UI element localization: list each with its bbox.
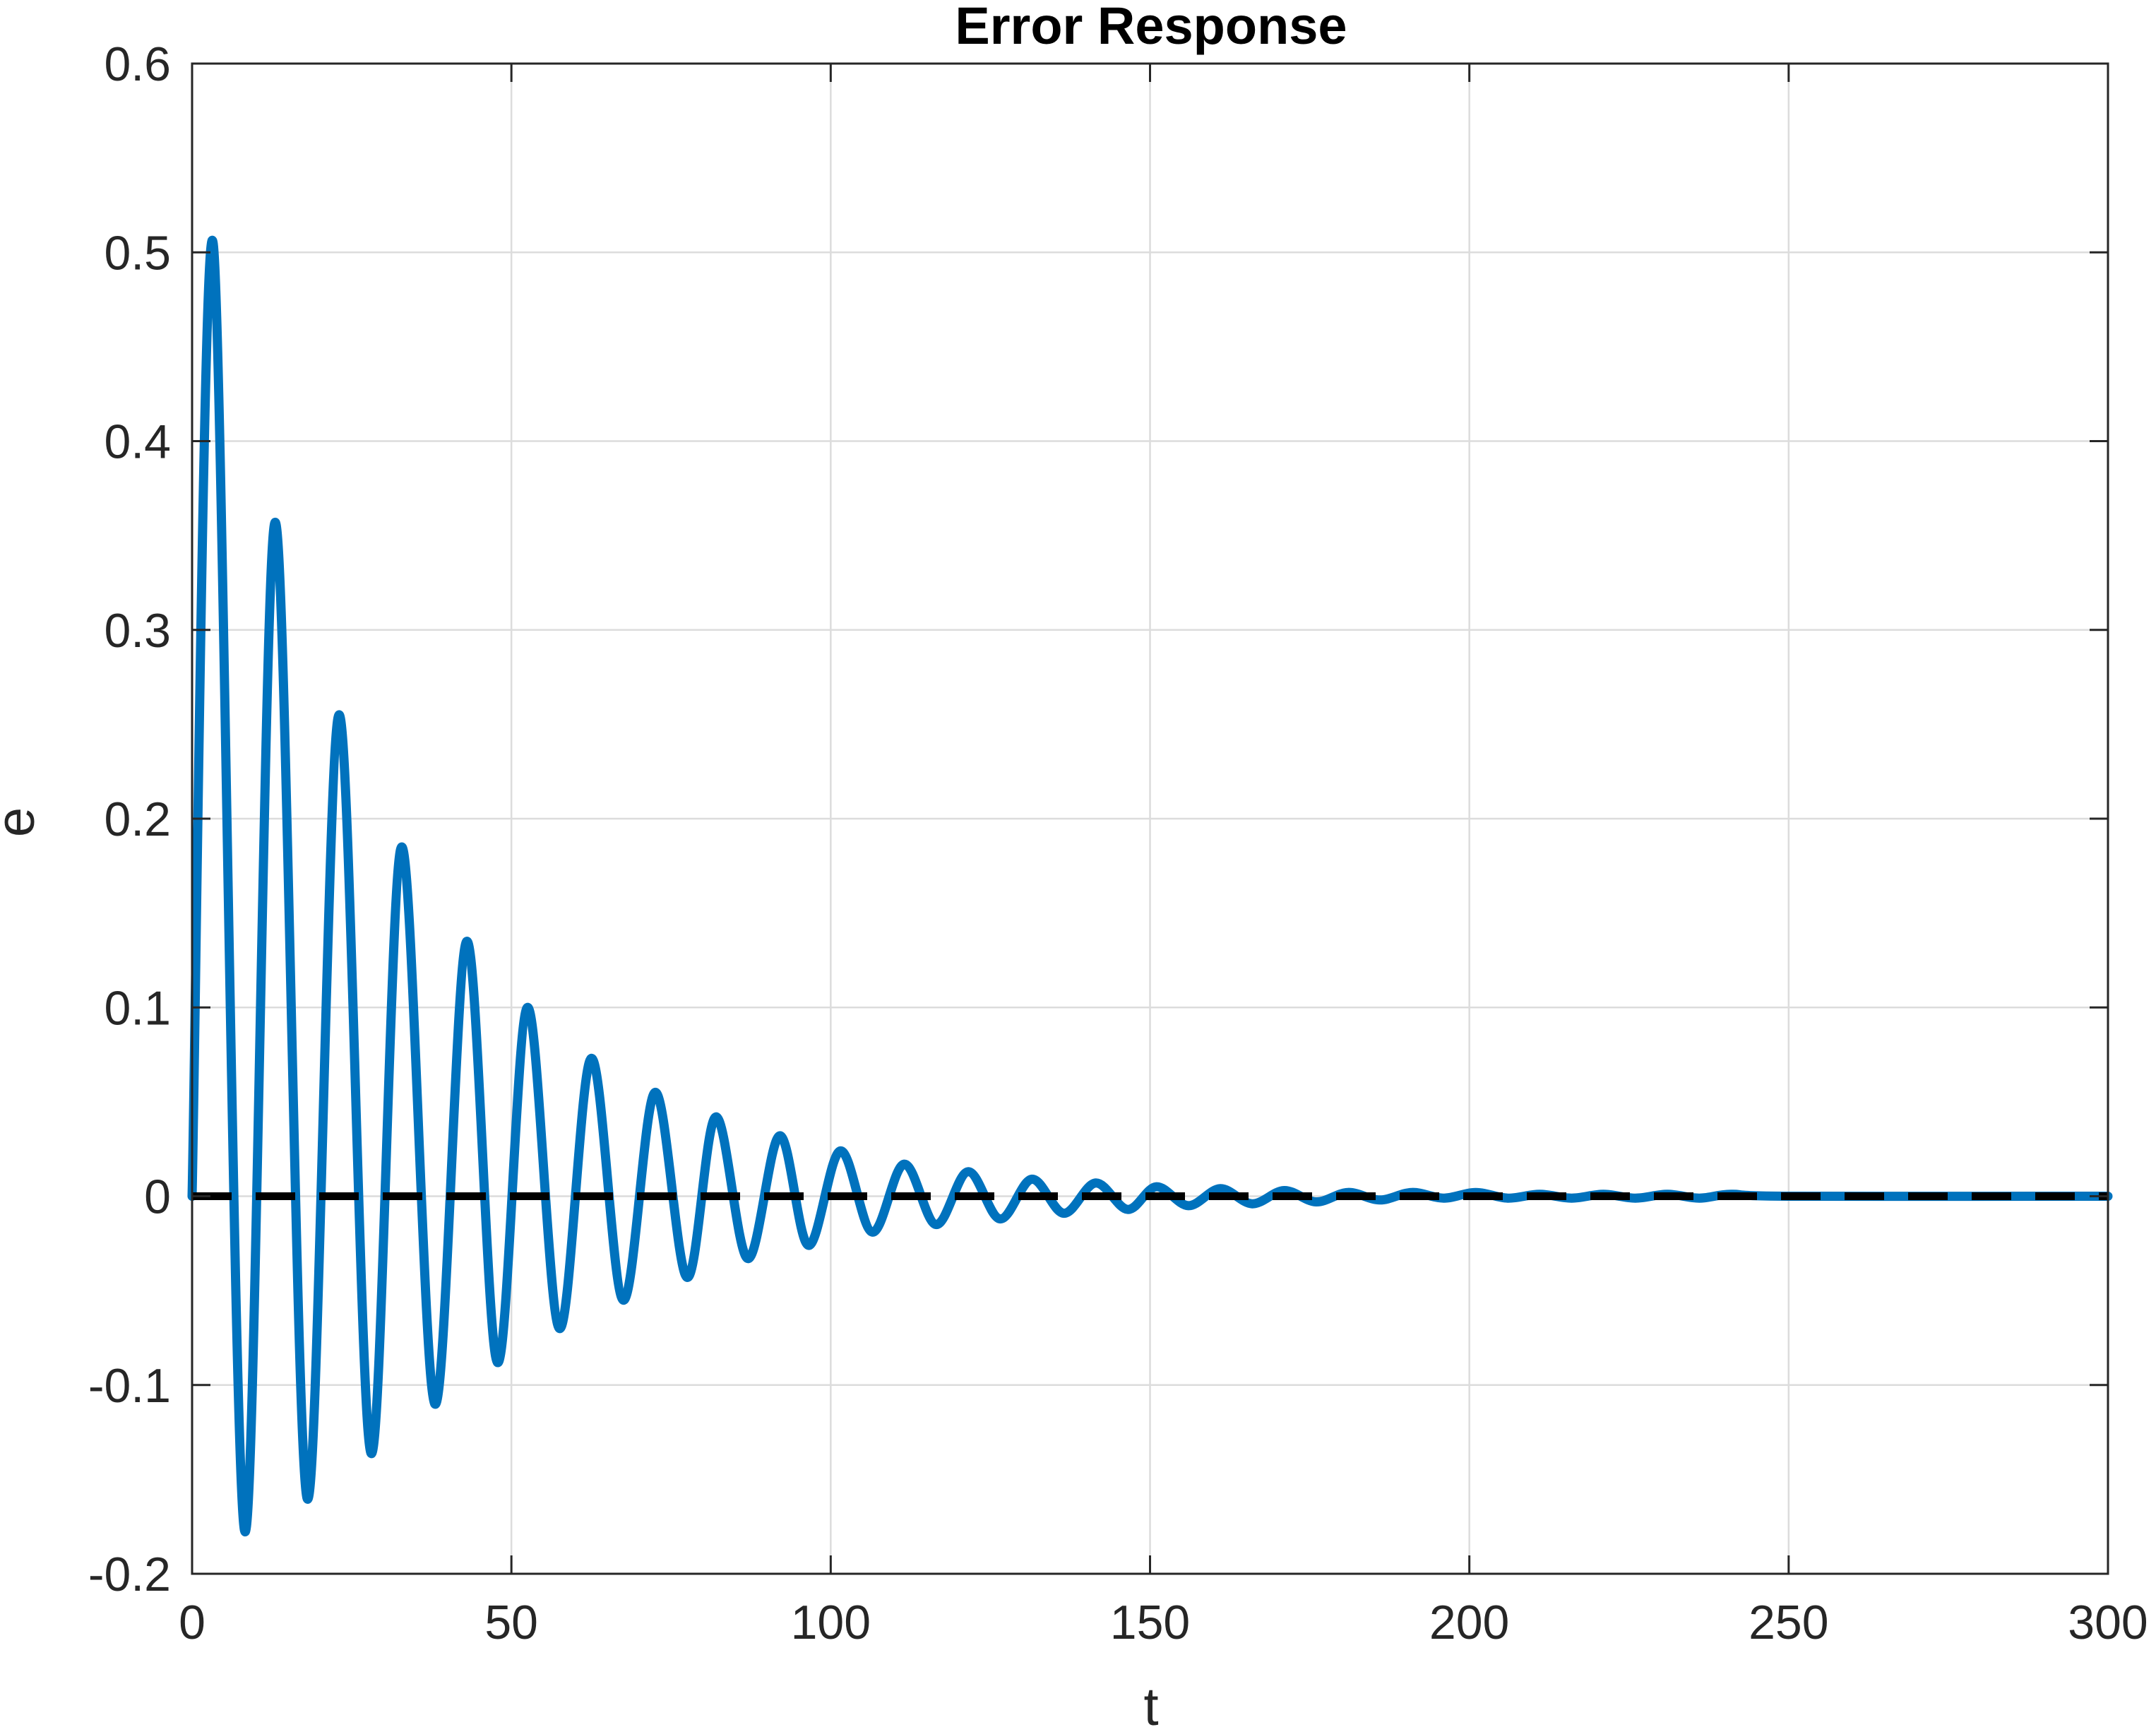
chart-title: Error Response — [955, 0, 1347, 55]
y-axis-title: e — [0, 807, 46, 837]
x-tick-label: 300 — [2068, 1596, 2148, 1649]
x-tick-label: 0 — [179, 1596, 206, 1649]
grid-lines — [192, 64, 2108, 1574]
x-tick-label: 250 — [1749, 1596, 1828, 1649]
y-tick-label: -0.1 — [88, 1359, 171, 1413]
y-tick-label: 0.6 — [104, 37, 171, 91]
y-tick-label: 0.4 — [104, 415, 171, 469]
x-tick-label: 150 — [1110, 1596, 1190, 1649]
x-tick-label: 200 — [1429, 1596, 1509, 1649]
tick-labels: 0 50 100 150 200 250 300 -0.2 -0.1 0 0.1 0.2 0.3 0.4 0… — [88, 37, 2148, 1649]
y-tick-label: 0.2 — [104, 793, 171, 846]
axes-frame — [191, 62, 2109, 1575]
plot-series — [187, 235, 2113, 1537]
y-tick-label: 0.1 — [104, 981, 171, 1035]
x-tick-label: 100 — [791, 1596, 871, 1649]
y-tick-label: 0 — [144, 1170, 171, 1224]
y-tick-label: -0.2 — [88, 1548, 171, 1601]
x-tick-label: 50 — [484, 1596, 538, 1649]
y-tick-label: 0.5 — [104, 226, 171, 280]
x-axis-title: t — [1143, 1677, 1158, 1732]
y-tick-label: 0.3 — [104, 604, 171, 658]
